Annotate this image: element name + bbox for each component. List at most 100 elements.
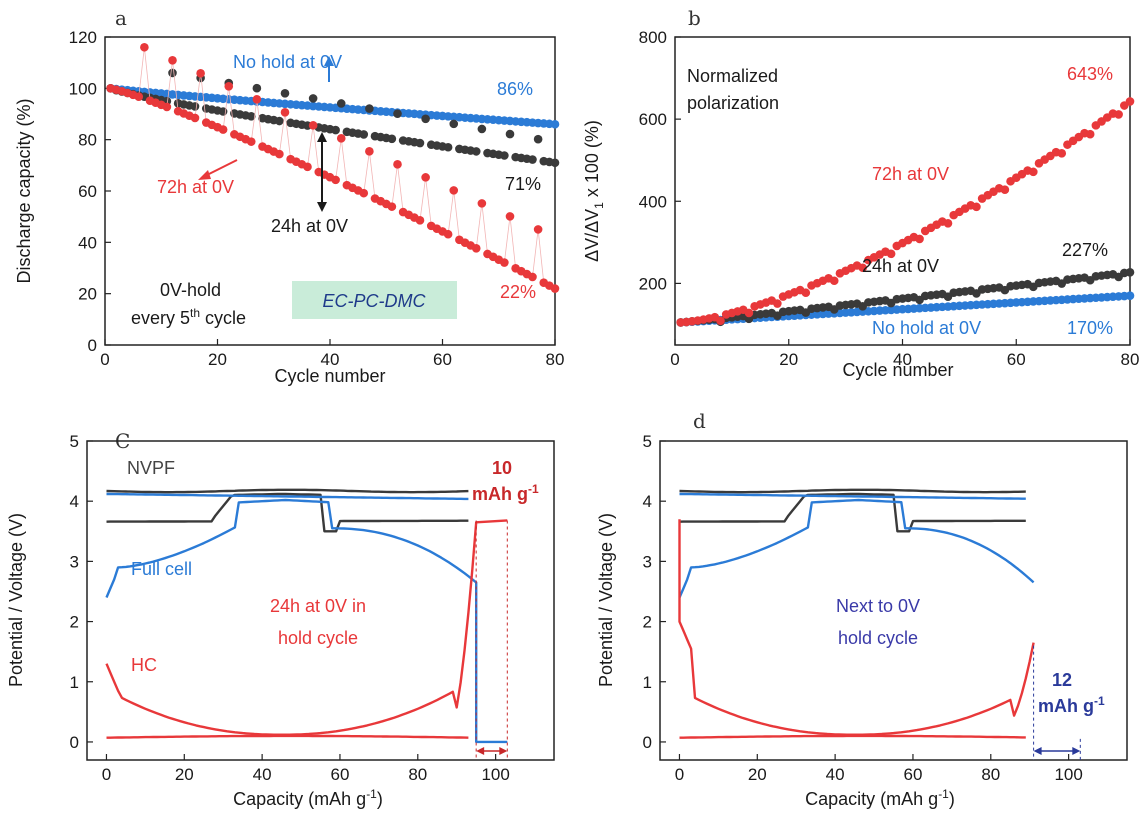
c-label-nvpf: NVPF: [127, 458, 175, 478]
d-ytick-label: 0: [643, 733, 652, 752]
c-full-cell-charge: [106, 492, 469, 501]
c-hc-sodiation: [106, 734, 469, 739]
a-arrowhead-black-up: [317, 132, 327, 142]
a-label-electrolyte: EC-PC-DMC: [323, 291, 427, 311]
panel-b-points: [676, 97, 1135, 327]
a-point-72h: [168, 55, 177, 65]
d-full-cell-discharge: [678, 498, 1035, 598]
d-nvpf-discharge: [679, 492, 1026, 533]
a-xtick-label: 60: [433, 350, 452, 369]
b-point-72h: [1085, 129, 1095, 139]
panel-b: b 0 20 40 60 80 200 400 600 800 Cycle number ΔV/…: [582, 6, 1139, 380]
b-point-72h: [886, 249, 896, 259]
d-ytick-label: 2: [643, 613, 652, 632]
b-xtick-label: 0: [670, 350, 679, 369]
panel-a-ticks: 0 20 40 60 80 0 20 40 60 80 100 120: [69, 28, 565, 369]
panel-c-frame: [86, 440, 555, 761]
c-label-desc-1: 24h at 0V in: [270, 596, 366, 616]
a-arrow-red: [204, 159, 238, 177]
panel-d-frame: [659, 440, 1128, 761]
a-point-24h: [505, 129, 515, 139]
a-point-24h: [528, 155, 537, 164]
b-xtick-label: 40: [893, 350, 912, 369]
a-ytick-label: 40: [78, 233, 97, 252]
c-label-cap-val: 10: [492, 458, 512, 478]
b-point-72h: [943, 218, 953, 228]
a-point-72h: [415, 216, 425, 225]
d-xtick-label: 0: [675, 765, 684, 784]
b-point-72h: [858, 263, 867, 273]
panel-a-xlabel: Cycle number: [274, 366, 385, 386]
c-ytick-label: 1: [70, 673, 79, 692]
a-label-71: 71%: [505, 174, 541, 194]
c-label-hc: HC: [131, 655, 157, 675]
panel-d-ylabel: Potential / Voltage (V): [596, 513, 616, 687]
d-full-cell-charge: [679, 492, 1026, 500]
a-point-72h: [162, 102, 172, 112]
a-ytick-label: 120: [69, 28, 97, 47]
a-point-72h: [471, 244, 481, 253]
b-point-24h: [1125, 268, 1135, 277]
a-point-72h: [500, 258, 509, 267]
a-xtick-label: 40: [321, 350, 340, 369]
b-label-170: 170%: [1067, 318, 1113, 338]
a-point-24h: [252, 83, 262, 93]
c-xtick-label: 100: [481, 765, 509, 784]
a-point-24h: [387, 134, 397, 144]
c-xtick-label: 0: [102, 765, 111, 784]
panel-c-xlabel: Capacity (mAh g-1): [233, 787, 383, 809]
b-xtick-label: 80: [1121, 350, 1140, 369]
c-ytick-label: 4: [70, 492, 79, 511]
c-gap-arrowhead-left: [476, 746, 485, 755]
c-ytick-label: 5: [70, 432, 79, 451]
c-xtick-label: 80: [408, 765, 427, 784]
a-point-72h: [190, 113, 200, 123]
b-label-72h: 72h at 0V: [872, 164, 949, 184]
a-point-24h: [477, 124, 487, 134]
d-label-cap-val: 12: [1052, 670, 1072, 690]
a-point-72h: [140, 42, 149, 52]
a-point-72h: [224, 81, 234, 91]
a-point-24h: [365, 104, 374, 113]
a-ytick-label: 100: [69, 79, 97, 98]
d-label-desc-2: hold cycle: [838, 628, 918, 648]
c-gap-arrowhead-right: [499, 746, 508, 755]
d-label-desc-1: Next to 0V: [836, 596, 920, 616]
panel-d-curves: [678, 488, 1081, 760]
panel-b-ticks: 0 20 40 60 80 200 400 600 800: [639, 28, 1140, 369]
a-xtick-label: 20: [208, 350, 227, 369]
b-label-polarization: polarization: [687, 93, 779, 113]
a-point-24h: [246, 112, 256, 121]
panel-c-ylabel: Potential / Voltage (V): [6, 513, 26, 687]
b-point-72h: [1029, 167, 1038, 177]
b-label-227: 227%: [1062, 240, 1108, 260]
a-point-24h: [331, 125, 340, 135]
b-point-72h: [801, 288, 811, 298]
a-point-24h: [471, 147, 481, 156]
b-point-72h: [1125, 97, 1135, 106]
a-point-24h: [415, 138, 425, 148]
panel-c-ticks: 0 20 40 60 80 100 0 1 2 3 4 5: [70, 432, 510, 784]
a-point-72h: [252, 95, 262, 104]
a-point-24h: [533, 134, 543, 144]
b-point-no-hold: [1125, 291, 1135, 301]
a-point-72h: [308, 121, 318, 130]
a-point-24h: [359, 130, 369, 139]
c-ytick-label: 2: [70, 613, 79, 632]
b-label-no-hold: No hold at 0V: [872, 318, 981, 338]
b-label-normalized: Normalized: [687, 66, 778, 86]
a-label-hold-2: every 5th cycle: [131, 306, 246, 328]
a-point-72h: [443, 229, 453, 239]
d-xtick-label: 100: [1054, 765, 1082, 784]
a-point-72h: [303, 162, 312, 172]
a-point-no-hold: [550, 119, 560, 129]
panel-b-xlabel: Cycle number: [842, 360, 953, 380]
c-nvpf-discharge: [106, 492, 469, 533]
d-hc-desodiation: [678, 519, 1035, 736]
d-gap-arrowhead-left: [1033, 746, 1042, 755]
a-point-72h: [280, 108, 290, 117]
d-ytick-label: 3: [643, 552, 652, 571]
